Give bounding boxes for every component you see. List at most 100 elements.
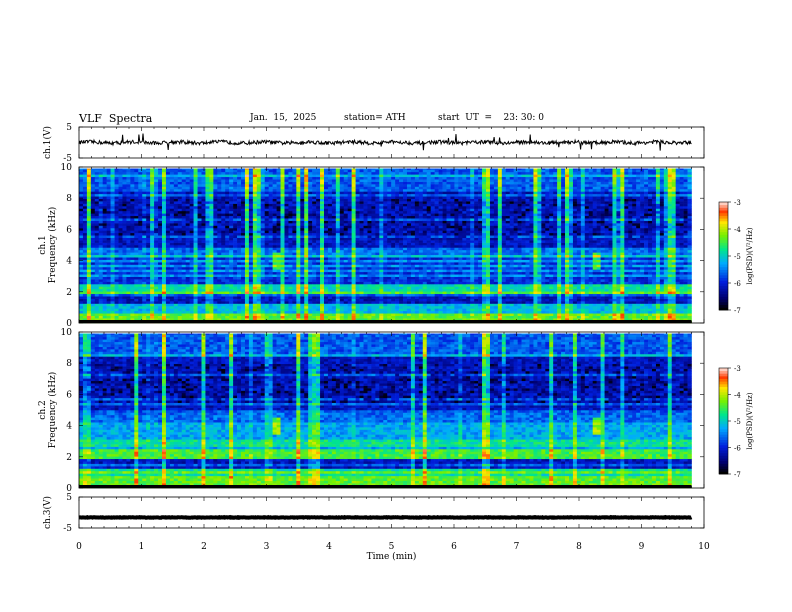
ch1-spectrogram-cell xyxy=(185,235,190,238)
ch1-spectrogram-cell xyxy=(320,262,325,265)
ch1-spectrogram-cell xyxy=(335,303,341,307)
ch1-spectrogram-cell xyxy=(134,315,139,319)
ch1-spectrogram-cell xyxy=(126,284,131,287)
ch1-spectrogram-cell xyxy=(126,266,131,270)
ch1-spectrogram-cell xyxy=(150,296,155,299)
ch1-spectrogram-cell xyxy=(312,223,317,226)
ch1-spectrogram-cell xyxy=(158,313,163,316)
ch1-spectrogram-cell xyxy=(138,184,143,187)
ch1-spectrogram-cell xyxy=(331,208,337,212)
ch1-spectrogram-cell xyxy=(130,208,135,212)
ch1-spectrogram-cell xyxy=(79,257,84,260)
ch1-spectrogram-cell xyxy=(300,237,305,241)
ch1-spectrogram-cell xyxy=(280,176,285,180)
ch1-spectrogram-cell xyxy=(304,184,309,187)
ch1-spectrogram-cell xyxy=(122,220,127,224)
ch1-spectrogram-cell xyxy=(86,198,92,202)
ch1-spectrogram-cell xyxy=(134,240,139,243)
ch1-spectrogram-cell xyxy=(308,313,313,316)
ch1-spectrogram-cell xyxy=(256,181,262,185)
ch1-spectrogram-cell xyxy=(90,274,96,277)
ch1-spectrogram-cell xyxy=(248,218,254,221)
ch1-spectrogram-cell xyxy=(189,245,194,248)
ch1-spectrogram-cell xyxy=(324,296,329,299)
ch1-spectrogram-cell xyxy=(343,293,349,297)
ch1-spectrogram-cell xyxy=(335,230,341,234)
ch1-spectrogram-cell xyxy=(347,274,352,277)
ch1-spectrogram-cell xyxy=(256,318,262,321)
ch1-spectrogram-cell xyxy=(86,242,92,246)
ch1-spectrogram-cell xyxy=(146,237,151,241)
ch1-spectrogram-cell xyxy=(197,264,202,268)
ch1-spectrogram-cell xyxy=(312,220,317,224)
ch1-spectrogram-cell xyxy=(221,196,226,199)
ch1-spectrogram-cell xyxy=(304,259,309,263)
ch1-spectrogram-cell xyxy=(284,171,289,175)
ch1-spectrogram-cell xyxy=(114,169,119,173)
ch1-spectrogram-cell xyxy=(363,313,368,316)
ch1-spectrogram-cell xyxy=(252,213,258,217)
ch1-spectrogram-cell xyxy=(288,274,293,277)
ch1-spectrogram-cell xyxy=(268,269,273,273)
ch1-spectrogram-cell xyxy=(252,308,258,312)
ch1-spectrogram-cell xyxy=(114,288,119,292)
ch1-spectrogram-cell xyxy=(201,259,206,263)
ch1-spectrogram-cell xyxy=(165,184,171,187)
ch1-spectrogram-cell xyxy=(237,242,242,246)
ch1-spectrogram-cell xyxy=(351,206,356,209)
ch1-spectrogram-cell xyxy=(252,237,258,241)
ch1-spectrogram-cell xyxy=(280,269,285,273)
ch1-spectrogram-cell xyxy=(90,318,96,321)
ch1-spectrogram-cell xyxy=(94,269,100,273)
ch1-spectrogram-cell xyxy=(264,188,269,192)
ch1-spectrogram-cell xyxy=(177,203,183,207)
ch1-spectrogram-cell xyxy=(213,213,218,217)
ch1-spectrogram-cell xyxy=(288,264,293,268)
ch1-spectrogram-cell xyxy=(161,249,167,253)
ch1-spectrogram-cell xyxy=(134,179,139,182)
ch1-spectrogram-cell xyxy=(154,249,159,253)
ch1-spectrogram-cell xyxy=(138,215,143,219)
ch1-spectrogram-cell xyxy=(106,179,111,182)
ch1-spectrogram-cell xyxy=(280,264,285,268)
ch1-spectrogram-cell xyxy=(122,293,127,297)
ch1-spectrogram-cell xyxy=(339,276,345,280)
ch1-spectrogram-cell xyxy=(252,293,258,297)
ch1-spectrogram-cell xyxy=(324,252,329,256)
ch1-spectrogram-cell xyxy=(221,203,226,207)
ch1-spectrogram-cell xyxy=(82,181,88,185)
ch1-spectrogram-cell xyxy=(154,279,159,282)
ch1-spectrogram-cell xyxy=(130,220,135,224)
ch1-spectrogram-cell xyxy=(367,310,372,314)
ch1-spectrogram-cell xyxy=(248,225,254,229)
ch1-spectrogram-cell xyxy=(130,193,135,197)
ch1-spectrogram-cell xyxy=(272,220,277,224)
ch1-spectrogram-cell xyxy=(165,257,171,260)
ch1-spectrogram-cell xyxy=(205,210,210,214)
ch1-spectrogram-cell xyxy=(82,286,88,290)
ch1-spectrogram-cell xyxy=(150,318,155,321)
ch1-spectrogram-cell xyxy=(150,257,155,260)
ch1-spectrogram-cell xyxy=(320,174,325,178)
ch1-spectrogram-cell xyxy=(110,305,115,309)
ch1-spectrogram-cell xyxy=(339,242,345,246)
ch1-spectrogram-cell xyxy=(146,223,151,226)
ch1-spectrogram-cell xyxy=(252,174,258,178)
ch1-spectrogram-cell xyxy=(355,208,360,212)
ch1-spectrogram-cell xyxy=(308,274,313,277)
ch1-spectrogram-cell xyxy=(241,176,246,180)
ch1-spectrogram-cell xyxy=(276,288,281,292)
ch1-spectrogram-cell xyxy=(154,179,159,182)
ch1-spectrogram-cell xyxy=(252,291,258,295)
ch1-spectrogram-cell xyxy=(331,198,337,202)
ch1-spectrogram-cell xyxy=(229,249,234,253)
ch1-spectrogram-cell xyxy=(98,301,104,304)
ch1-spectrogram-cell xyxy=(209,227,214,231)
ch1-spectrogram-cell xyxy=(241,203,246,207)
ch1-spectrogram-cell xyxy=(201,223,206,226)
ch1-spectrogram-cell xyxy=(248,193,254,197)
ch1-spectrogram-cell xyxy=(225,242,230,246)
ch1-spectrogram-cell xyxy=(268,235,273,238)
ch1-spectrogram-cell xyxy=(308,269,313,273)
ch1-spectrogram-cell xyxy=(320,223,325,226)
